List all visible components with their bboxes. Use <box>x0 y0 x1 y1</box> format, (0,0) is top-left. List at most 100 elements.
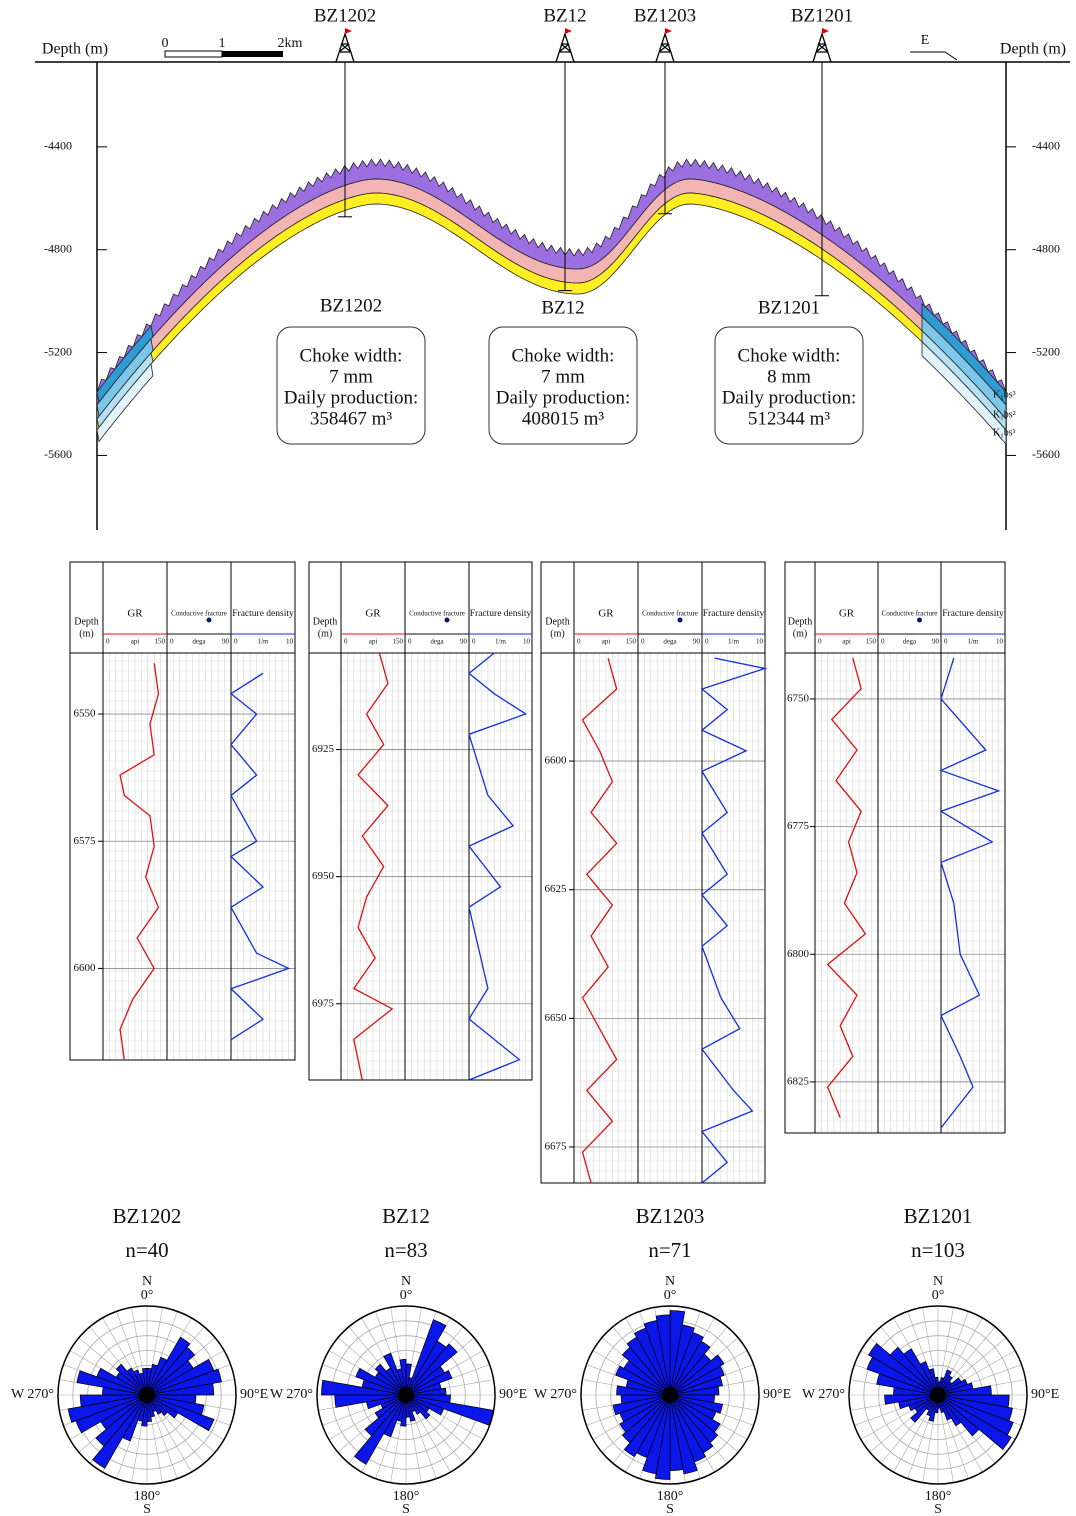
rose-count: n=40 <box>125 1238 168 1262</box>
east-label: 90°E <box>1031 1387 1059 1402</box>
y-tick-label: -4400 <box>1032 139 1060 153</box>
gr-curve <box>352 652 394 1081</box>
scale-max: 90 <box>460 638 468 646</box>
scale-min: 0 <box>881 638 885 646</box>
rose-petal <box>937 1394 980 1437</box>
east-label: 90°E <box>763 1387 791 1402</box>
track-title: Fracture density <box>470 609 532 619</box>
depth-tick-label: 6925 <box>312 743 335 755</box>
south-label: S <box>143 1502 151 1516</box>
header-depth: (m) <box>550 628 564 639</box>
scale-max: 150 <box>155 638 166 646</box>
west-label: W 270° <box>802 1387 845 1402</box>
north-label: N <box>933 1274 943 1289</box>
rose-center <box>662 1387 678 1403</box>
y-tick-label: -5200 <box>1032 344 1060 358</box>
derrick <box>655 31 675 63</box>
track-title: Fracture density <box>703 609 765 619</box>
direction: E <box>921 33 930 48</box>
south-label: S <box>666 1502 674 1516</box>
zero-label: 0° <box>932 1288 945 1303</box>
scale-unit: 1/m <box>258 638 269 646</box>
rose-petal <box>374 1363 407 1396</box>
south-label: S <box>402 1502 410 1516</box>
rose-petal <box>354 1394 407 1465</box>
rose-petal <box>405 1394 445 1416</box>
rose-title: BZ1202 <box>113 1204 182 1228</box>
header-depth: Depth <box>788 616 812 627</box>
rose-petal <box>619 1394 671 1433</box>
rose-petal <box>146 1394 215 1432</box>
scale-unit: api <box>842 638 851 646</box>
depth-tick-label: 6950 <box>312 870 335 882</box>
west-label: W 270° <box>270 1387 313 1402</box>
rose-petal <box>669 1354 725 1396</box>
depth-tick-label: 6550 <box>74 708 97 720</box>
rose-petal <box>669 1365 725 1396</box>
depth-tick-label: 6775 <box>787 820 810 832</box>
box-text: Choke width: <box>300 345 403 366</box>
box-text: Daily production: <box>496 387 631 408</box>
rose-petal <box>937 1394 962 1427</box>
box-text: 7 mm <box>541 366 585 387</box>
scale-label: 1 <box>219 36 226 51</box>
depth-tick-label: 6625 <box>545 883 568 895</box>
y-tick-label: -4800 <box>44 241 72 255</box>
tadpole-icon <box>677 617 683 623</box>
rose-petal <box>615 1365 671 1396</box>
box-text: 8 mm <box>767 366 811 387</box>
box-well-name: BZ1201 <box>758 297 820 318</box>
depth-tick-label: 6675 <box>545 1141 568 1153</box>
direction-arrow <box>910 51 958 61</box>
scale-max: 10 <box>286 638 294 646</box>
track-title: Fracture density <box>232 609 294 619</box>
south-180-label: 180° <box>925 1489 952 1504</box>
scale-unit: api <box>369 638 378 646</box>
zero-label: 0° <box>400 1288 413 1303</box>
track-title: Conductive fracture <box>409 610 465 618</box>
rose-border <box>316 1305 496 1485</box>
track-title: Fracture density <box>942 609 1004 619</box>
rose-petal <box>364 1394 407 1437</box>
header-depth: Depth <box>545 616 569 627</box>
depth-tick-label: 6750 <box>787 692 810 704</box>
rose-petal <box>67 1394 148 1423</box>
rose-petal <box>669 1386 720 1396</box>
layer-blue <box>921 340 1007 446</box>
rose-petal <box>146 1368 222 1396</box>
flag <box>565 28 572 34</box>
box-text: Choke width: <box>512 345 615 366</box>
header-depth: Depth <box>74 616 98 627</box>
rose-petal <box>669 1331 704 1396</box>
flag <box>822 28 829 34</box>
rose-petal <box>374 1394 407 1419</box>
scale-min: 0 <box>641 638 645 646</box>
log-frame <box>784 561 1006 1134</box>
east-label: 90°E <box>499 1387 527 1402</box>
scale-min: 0 <box>408 638 412 646</box>
rose-petal <box>910 1394 939 1423</box>
scale-min: 0 <box>106 638 110 646</box>
box-text: 512344 m³ <box>748 408 831 429</box>
rose-petal <box>405 1343 458 1396</box>
track-title: GR <box>598 608 614 620</box>
header-depth: Depth <box>313 616 337 627</box>
box-well-name: BZ12 <box>541 297 584 318</box>
derrick <box>812 31 832 63</box>
rose-border <box>848 1305 1028 1485</box>
scale-unit: api <box>602 638 611 646</box>
rose-petal <box>937 1394 1012 1450</box>
scale-max: 150 <box>626 638 637 646</box>
box-text: 408015 m³ <box>522 408 605 429</box>
depth-tick-label: 6825 <box>787 1075 810 1087</box>
scale-min: 0 <box>234 638 238 646</box>
layer-blue <box>96 363 154 443</box>
fracture-density-curve <box>700 657 768 1184</box>
flag <box>345 28 352 34</box>
scale-unit: api <box>131 638 140 646</box>
scale-max: 90 <box>222 638 230 646</box>
derrick <box>555 31 575 63</box>
rose-petal <box>383 1352 407 1396</box>
scale-max: 10 <box>523 638 531 646</box>
y-tick-label: -4800 <box>1032 241 1060 255</box>
